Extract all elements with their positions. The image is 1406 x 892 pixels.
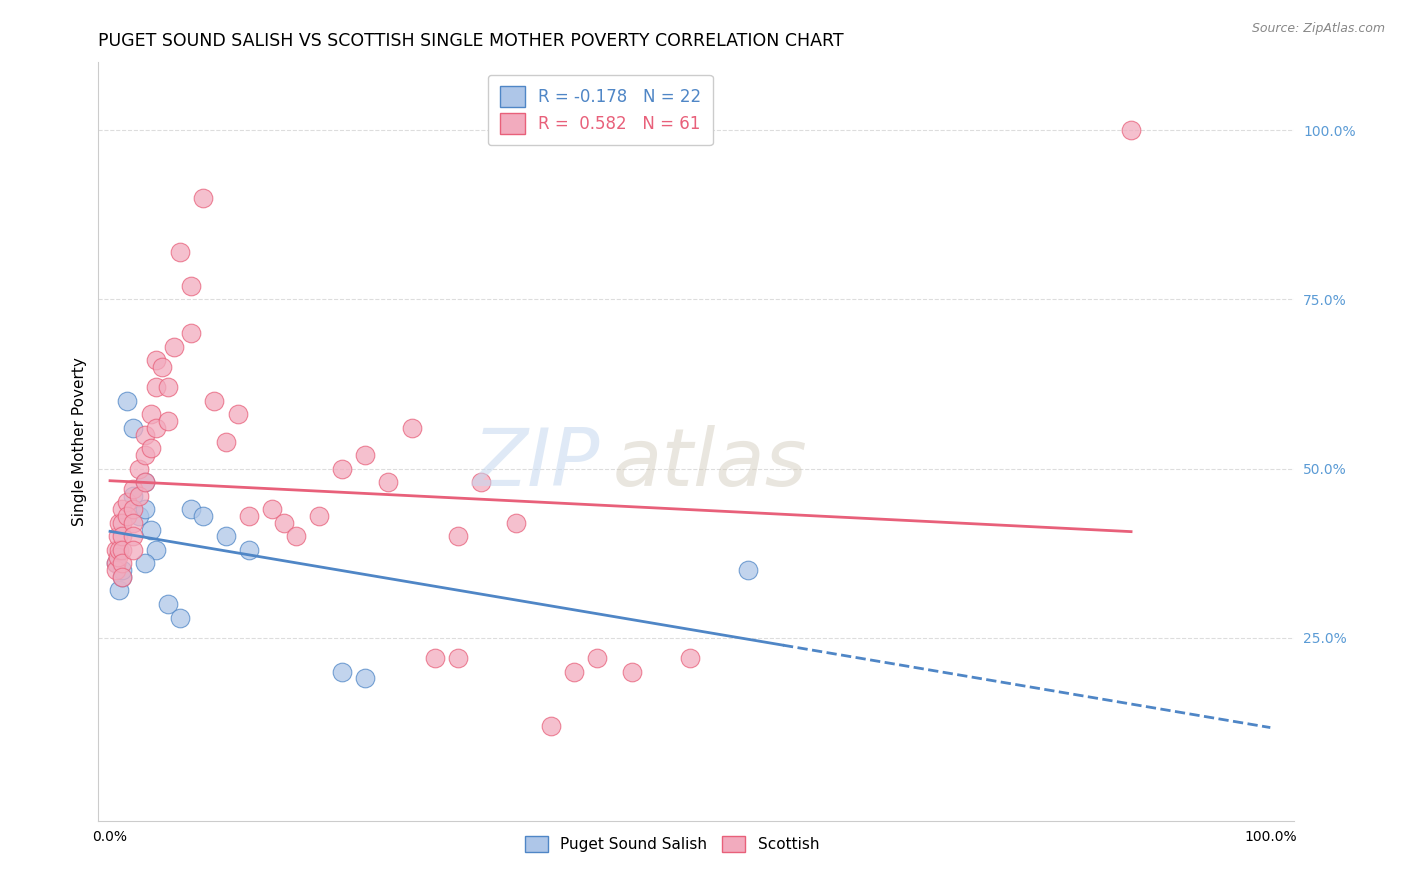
Point	[122, 529, 145, 543]
Point	[679, 651, 702, 665]
Point	[308, 508, 330, 523]
Point	[163, 340, 186, 354]
Point	[111, 570, 134, 584]
Point	[330, 665, 353, 679]
Point	[562, 665, 585, 679]
Point	[134, 427, 156, 442]
Point	[238, 542, 260, 557]
Point	[122, 482, 145, 496]
Point	[128, 461, 150, 475]
Point	[134, 448, 156, 462]
Point	[139, 442, 162, 456]
Point	[215, 529, 238, 543]
Point	[1119, 123, 1142, 137]
Point	[117, 508, 139, 523]
Point	[191, 191, 214, 205]
Point	[157, 597, 180, 611]
Point	[169, 610, 191, 624]
Point	[447, 651, 470, 665]
Point	[145, 542, 167, 557]
Point	[122, 489, 145, 503]
Point	[139, 523, 162, 537]
Point	[111, 563, 134, 577]
Point	[150, 360, 173, 375]
Point	[180, 278, 202, 293]
Point	[107, 549, 129, 564]
Point	[108, 516, 131, 530]
Point	[145, 353, 167, 368]
Point	[540, 719, 562, 733]
Point	[423, 651, 446, 665]
Point	[128, 489, 150, 503]
Point	[180, 326, 202, 341]
Point	[122, 421, 145, 435]
Point	[262, 502, 284, 516]
Point	[104, 542, 127, 557]
Point	[111, 542, 134, 557]
Point	[191, 508, 214, 523]
Point	[157, 380, 180, 394]
Point	[134, 502, 156, 516]
Point	[134, 557, 156, 571]
Point	[354, 672, 377, 686]
Point	[215, 434, 238, 449]
Point	[737, 563, 759, 577]
Point	[104, 563, 127, 577]
Point	[226, 408, 249, 422]
Point	[180, 502, 202, 516]
Point	[117, 495, 139, 509]
Point	[104, 557, 127, 571]
Point	[134, 475, 156, 490]
Point	[139, 408, 162, 422]
Point	[447, 529, 470, 543]
Point	[122, 516, 145, 530]
Point	[128, 508, 150, 523]
Point	[145, 380, 167, 394]
Point	[401, 421, 423, 435]
Point	[122, 502, 145, 516]
Text: Source: ZipAtlas.com: Source: ZipAtlas.com	[1251, 22, 1385, 36]
Point	[108, 542, 131, 557]
Point	[586, 651, 609, 665]
Legend: Puget Sound Salish, Scottish: Puget Sound Salish, Scottish	[519, 830, 825, 858]
Point	[273, 516, 295, 530]
Point	[377, 475, 399, 490]
Point	[169, 244, 191, 259]
Text: atlas: atlas	[613, 425, 807, 503]
Point	[145, 421, 167, 435]
Point	[111, 557, 134, 571]
Text: PUGET SOUND SALISH VS SCOTTISH SINGLE MOTHER POVERTY CORRELATION CHART: PUGET SOUND SALISH VS SCOTTISH SINGLE MO…	[98, 32, 844, 50]
Point	[108, 583, 131, 598]
Point	[122, 542, 145, 557]
Point	[111, 502, 134, 516]
Text: ZIP: ZIP	[472, 425, 600, 503]
Point	[204, 393, 226, 408]
Point	[621, 665, 644, 679]
Point	[104, 557, 127, 571]
Y-axis label: Single Mother Poverty: Single Mother Poverty	[72, 357, 87, 526]
Point	[111, 516, 134, 530]
Point	[107, 529, 129, 543]
Point	[117, 393, 139, 408]
Point	[284, 529, 307, 543]
Point	[134, 475, 156, 490]
Point	[238, 508, 260, 523]
Point	[111, 529, 134, 543]
Point	[505, 516, 527, 530]
Point	[354, 448, 377, 462]
Point	[330, 461, 353, 475]
Point	[111, 570, 134, 584]
Point	[157, 414, 180, 428]
Point	[470, 475, 492, 490]
